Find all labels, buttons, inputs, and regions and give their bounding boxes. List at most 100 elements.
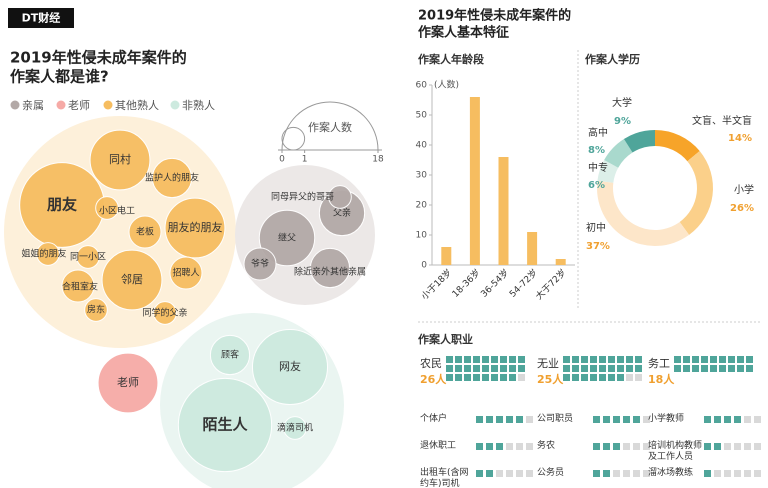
waffle-cell: [714, 416, 721, 423]
waffle-cell: [464, 365, 471, 372]
waffle-cell: [464, 374, 471, 381]
waffle-cell: [473, 356, 480, 363]
category-label: 务农: [537, 441, 556, 451]
waffle-cell: [491, 356, 498, 363]
waffle-cell: [491, 374, 498, 381]
waffle-empty: [623, 443, 630, 450]
waffle-cell: [701, 365, 708, 372]
waffle-cell: [563, 365, 570, 372]
y-tick-label: 10: [416, 231, 428, 241]
waffle-cell: [572, 365, 579, 372]
waffle-cell: [476, 416, 483, 423]
x-tick-label: 小于18岁: [419, 266, 455, 302]
waffle-empty: [744, 470, 751, 477]
waffle-cell: [734, 416, 741, 423]
waffle-cell: [599, 365, 606, 372]
value-label: 18人: [648, 372, 675, 386]
waffle-cell: [473, 365, 480, 372]
size-legend-title: 作案人数: [308, 120, 352, 134]
bubble-label: 陌生人: [202, 416, 248, 434]
bubble-label: 同学的父亲: [142, 307, 187, 319]
waffle-cell: [710, 356, 717, 363]
waffle-cell: [674, 356, 681, 363]
bubble-label: 合租室友: [62, 281, 98, 293]
waffle-cell: [608, 374, 615, 381]
bubble-label: 同一小区: [70, 252, 106, 263]
chart-title: 作案人职业: [418, 332, 473, 346]
y-tick-label: 40: [416, 141, 428, 151]
waffle-cell: [563, 356, 570, 363]
bubble-label: 监护人的朋友: [145, 172, 199, 184]
bubble-label: 老板: [136, 226, 154, 238]
waffle-cell: [704, 470, 711, 477]
donut-slice: [679, 151, 714, 235]
waffle-empty: [623, 470, 630, 477]
bubble: [283, 416, 307, 440]
waffle-empty: [754, 416, 761, 423]
waffle-empty: [643, 416, 650, 423]
waffle-cell: [518, 365, 525, 372]
waffle-cell: [603, 470, 610, 477]
waffle-cell: [617, 374, 624, 381]
donut-slice: [597, 180, 690, 247]
waffle-cell: [455, 374, 462, 381]
category-label: 无业: [537, 357, 559, 370]
waffle-cell: [563, 374, 570, 381]
bubble: [164, 197, 226, 259]
bubble: [309, 247, 351, 289]
waffle-cell: [446, 356, 453, 363]
waffle-cell: [635, 356, 642, 363]
waffle-cell: [500, 356, 507, 363]
waffle-empty: [643, 470, 650, 477]
waffle-cell: [455, 365, 462, 372]
waffle-empty: [613, 470, 620, 477]
bubble: [169, 256, 203, 290]
waffle-cell: [728, 365, 735, 372]
waffle-empty: [635, 374, 642, 381]
slice-value: 6%: [588, 180, 605, 191]
waffle-cell: [613, 443, 620, 450]
bubble-label: 父亲: [333, 207, 351, 219]
bubble-label: 邻居: [121, 273, 143, 286]
category-label: 出租车(含网约车)司机: [420, 468, 469, 488]
y-tick-label: 30: [416, 171, 428, 181]
waffle-empty: [526, 443, 533, 450]
waffle-cell: [446, 374, 453, 381]
size-legend-tick-label: 1: [302, 155, 308, 165]
category-label: 退休职工: [420, 441, 457, 451]
waffle-cell: [482, 356, 489, 363]
waffle-cell: [500, 365, 507, 372]
bubble: [89, 129, 151, 191]
legend-label: 老师: [68, 99, 90, 112]
waffle-empty: [526, 416, 533, 423]
waffle-empty: [754, 443, 761, 450]
waffle-cell: [486, 416, 493, 423]
slice-label: 大学: [612, 96, 632, 109]
waffle-cell: [590, 374, 597, 381]
legend-dot: [10, 100, 20, 110]
waffle-cell: [482, 374, 489, 381]
waffle-cell: [491, 365, 498, 372]
chart-title: 2019年性侵未成年案件的: [10, 49, 187, 67]
chart-title: 作案人年龄段: [418, 52, 484, 66]
waffle-cell: [518, 356, 525, 363]
waffle-cell: [608, 356, 615, 363]
waffle-cell: [603, 416, 610, 423]
waffle-cell: [476, 470, 483, 477]
bubble-label: 老师: [117, 376, 139, 389]
y-tick-label: 20: [416, 201, 428, 211]
slice-value: 26%: [730, 203, 754, 214]
waffle-cell: [599, 374, 606, 381]
waffle-cell: [617, 356, 624, 363]
bar: [555, 259, 566, 265]
slice-label: 中专: [588, 161, 608, 174]
waffle-cell: [683, 365, 690, 372]
waffle-cell: [590, 356, 597, 363]
waffle-empty: [643, 443, 650, 450]
waffle-cell: [714, 443, 721, 450]
bubble: [84, 298, 108, 322]
bubble: [209, 334, 251, 376]
waffle-empty: [506, 470, 513, 477]
category-label: 农民: [420, 356, 442, 370]
